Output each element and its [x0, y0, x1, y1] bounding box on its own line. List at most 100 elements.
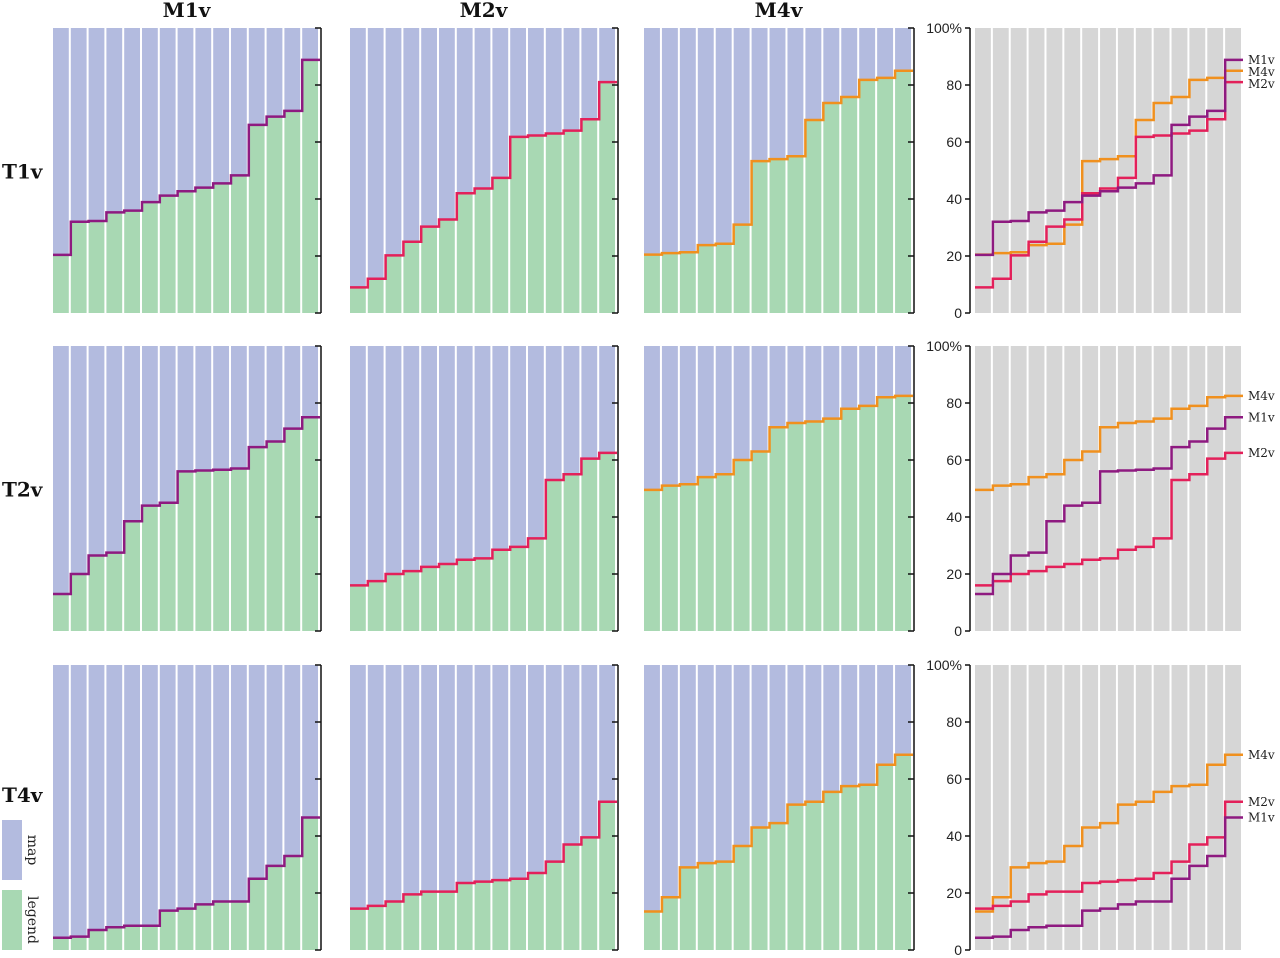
bar-legend-segment: [545, 861, 562, 950]
bar-legend-segment: [563, 474, 580, 631]
comparison-bar: [1082, 346, 1099, 631]
bar-legend-segment: [213, 901, 229, 950]
y-tick-label: 0: [954, 305, 962, 321]
row-label-T4v: T4v: [2, 783, 44, 807]
bar-legend-segment: [528, 873, 544, 950]
bar-map-segment: [124, 665, 140, 926]
bar-legend-segment: [88, 930, 105, 950]
bar-legend-segment: [823, 791, 840, 950]
bar-legend-segment: [403, 894, 420, 950]
column-header-M2v: M2v: [460, 0, 509, 22]
bar-map-segment: [644, 346, 660, 490]
comparison-bar: [1225, 665, 1241, 950]
bar-map-segment: [177, 28, 194, 192]
bar-map-segment: [231, 28, 247, 176]
bar-legend-segment: [231, 901, 247, 950]
bar-legend-segment: [563, 130, 580, 313]
row-label-T2v: T2v: [2, 478, 44, 502]
legend-label-map: map: [24, 835, 40, 866]
bar-legend-segment: [679, 252, 696, 313]
bar-map-segment: [284, 28, 301, 111]
bar-legend-segment: [124, 521, 140, 631]
bar-legend-segment: [302, 59, 318, 313]
bar-legend-segment: [661, 253, 678, 313]
y-tick-label: 80: [946, 714, 962, 730]
bar-map-segment: [805, 28, 822, 121]
bar-legend-segment: [142, 925, 158, 950]
series-end-label-M1v: M1v: [1248, 410, 1275, 424]
bar-map-segment: [545, 346, 562, 480]
comparison-bar: [1082, 28, 1099, 313]
comparison-bar: [1207, 28, 1224, 313]
bar-map-segment: [367, 346, 384, 582]
bar-map-segment: [70, 665, 87, 937]
bar-legend-segment: [697, 863, 714, 950]
bar-legend-segment: [266, 116, 283, 313]
comparison-bar: [1082, 665, 1099, 950]
bar-map-segment: [474, 665, 491, 882]
bar-legend-segment: [644, 489, 660, 631]
series-end-label-M1v: M1v: [1248, 810, 1275, 824]
step-line-M4v: [644, 394, 913, 492]
bar-map-segment: [644, 28, 660, 255]
bar-legend-segment: [859, 79, 876, 314]
bar-legend-segment: [284, 110, 301, 313]
comparison-bar: [1189, 665, 1206, 950]
bar-legend-segment: [142, 202, 158, 313]
bar-map-segment: [510, 28, 526, 137]
bar-map-segment: [159, 346, 176, 503]
comparison-line-M2v: [975, 451, 1243, 587]
comparison-bar: [992, 665, 1009, 950]
bar-map-segment: [492, 346, 509, 550]
bar-map-segment: [421, 665, 437, 892]
bar-legend-segment: [53, 593, 69, 631]
bar-legend-segment: [456, 193, 473, 313]
y-tick-label: 60: [946, 771, 962, 787]
bar-legend-segment: [385, 574, 402, 631]
bar-map-segment: [859, 346, 876, 406]
bar-legend-segment: [474, 881, 491, 950]
bar-map-segment: [697, 28, 714, 246]
bar-map-segment: [661, 28, 678, 254]
comparison-bar: [1117, 28, 1134, 313]
bar-map-segment: [456, 665, 473, 884]
comparison-bar: [1100, 665, 1116, 950]
bar-legend-segment: [474, 558, 491, 631]
bar-legend-segment: [302, 817, 318, 950]
bar-legend-segment: [124, 210, 140, 313]
bar-map-segment: [769, 665, 786, 824]
bar-legend-segment: [877, 764, 894, 950]
bar-map-segment: [403, 346, 420, 572]
bar-map-segment: [679, 665, 696, 868]
bar-map-segment: [106, 28, 123, 213]
comparison-bar: [1028, 665, 1045, 950]
bar-map-segment: [715, 28, 732, 244]
bar-map-segment: [528, 346, 544, 539]
bar-map-segment: [88, 28, 105, 221]
bar-map-segment: [715, 346, 732, 475]
comparison-line-M4v: [975, 394, 1243, 492]
bar-map-segment: [733, 665, 750, 846]
comparison-line-M1v: [975, 816, 1243, 939]
bar-legend-segment: [599, 82, 615, 314]
bar-legend-segment: [474, 188, 491, 313]
bar-legend-segment: [492, 549, 509, 631]
bar-map-segment: [231, 665, 247, 902]
bar-legend-segment: [510, 546, 526, 631]
bar-map-segment: [823, 346, 840, 419]
bar-legend-segment: [859, 405, 876, 631]
comparison-bar: [975, 28, 991, 313]
bar-map-segment: [769, 28, 786, 160]
bar-map-segment: [545, 665, 562, 862]
bar-map-segment: [53, 665, 69, 938]
comparison-bar: [1064, 28, 1081, 313]
bar-legend-segment: [787, 804, 804, 950]
bar-legend-segment: [231, 175, 247, 313]
bar-legend-segment: [492, 177, 509, 313]
bar-map-segment: [350, 665, 366, 909]
bar-legend-segment: [439, 564, 455, 631]
bar-map-segment: [231, 346, 247, 469]
bar-map-segment: [142, 665, 158, 926]
comparison-bar: [1064, 346, 1081, 631]
